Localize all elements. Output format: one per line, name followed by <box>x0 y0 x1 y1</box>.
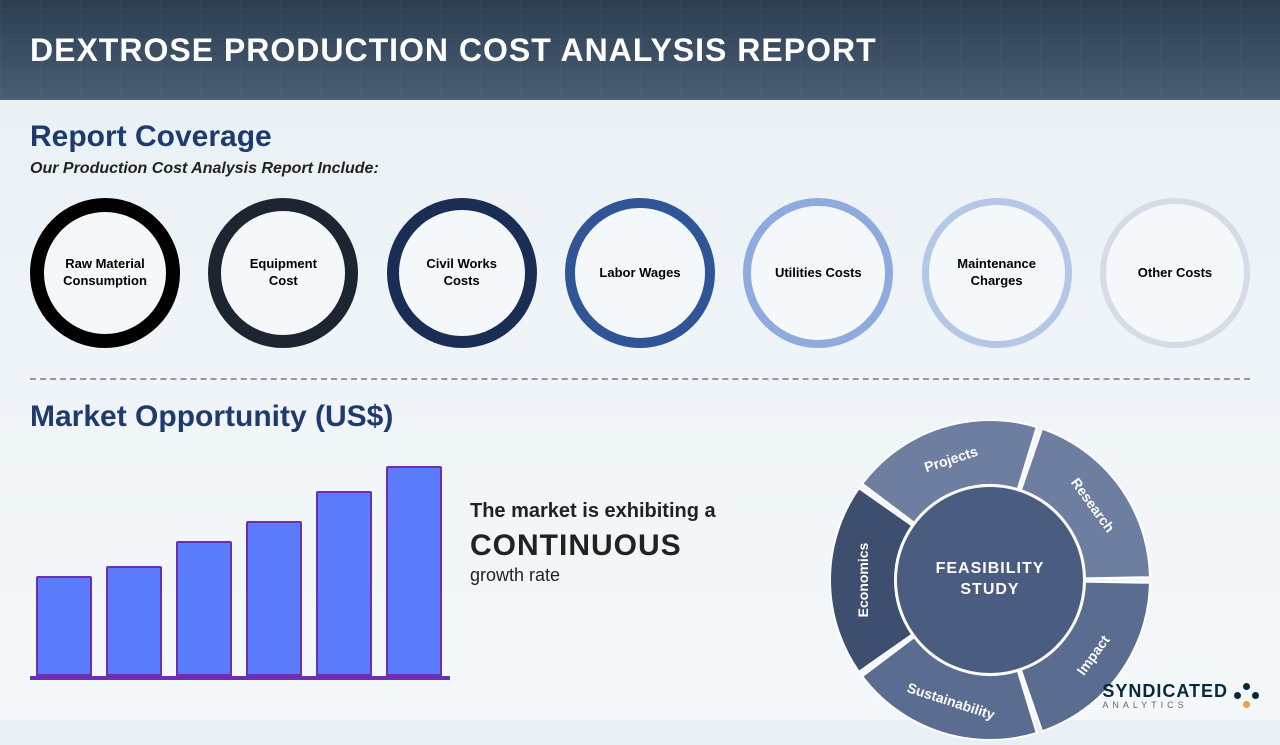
coverage-circle: Maintenance Charges <box>922 198 1072 348</box>
chart-column <box>30 440 450 680</box>
coverage-circles-row: Raw Material ConsumptionEquipment CostCi… <box>30 198 1250 348</box>
coverage-circle: Utilities Costs <box>743 198 893 348</box>
donut-center-text: FEASIBILITYSTUDY <box>936 560 1045 598</box>
market-text-column: The market is exhibiting a CONTINUOUS gr… <box>470 440 810 586</box>
header-banner: DEXTROSE PRODUCTION COST ANALYSIS REPORT <box>0 0 1280 100</box>
bottom-row: The market is exhibiting a CONTINUOUS gr… <box>30 440 1250 740</box>
section-divider <box>30 378 1250 380</box>
brand-logo: SYNDICATED ANALYTICS <box>1102 682 1260 710</box>
logo-dots-icon <box>1234 683 1260 709</box>
coverage-circle: Other Costs <box>1100 198 1250 348</box>
coverage-heading: Report Coverage <box>30 120 1250 154</box>
chart-baseline <box>30 676 450 680</box>
logo-sub: ANALYTICS <box>1102 701 1228 710</box>
chart-bar <box>246 521 302 676</box>
market-line3: growth rate <box>470 565 810 586</box>
chart-bar <box>176 541 232 676</box>
donut-segment-label: Economics <box>855 543 871 618</box>
chart-bar <box>36 576 92 676</box>
bar-chart <box>30 450 450 680</box>
donut-center-label: FEASIBILITYSTUDY <box>936 559 1045 601</box>
coverage-circle: Labor Wages <box>565 198 715 348</box>
chart-bar <box>316 491 372 676</box>
logo-main: SYNDICATED <box>1102 682 1228 700</box>
coverage-circle: Equipment Cost <box>208 198 358 348</box>
coverage-circle: Civil Works Costs <box>387 198 537 348</box>
market-line1: The market is exhibiting a <box>470 500 810 523</box>
chart-bar <box>386 466 442 676</box>
chart-bar <box>106 566 162 676</box>
content-area: Report Coverage Our Production Cost Anal… <box>0 100 1280 740</box>
coverage-circle: Raw Material Consumption <box>30 198 180 348</box>
banner-title: DEXTROSE PRODUCTION COST ANALYSIS REPORT <box>30 32 877 69</box>
logo-text: SYNDICATED ANALYTICS <box>1102 682 1228 710</box>
coverage-subtitle: Our Production Cost Analysis Report Incl… <box>30 160 1250 178</box>
market-line2: CONTINUOUS <box>470 529 810 563</box>
